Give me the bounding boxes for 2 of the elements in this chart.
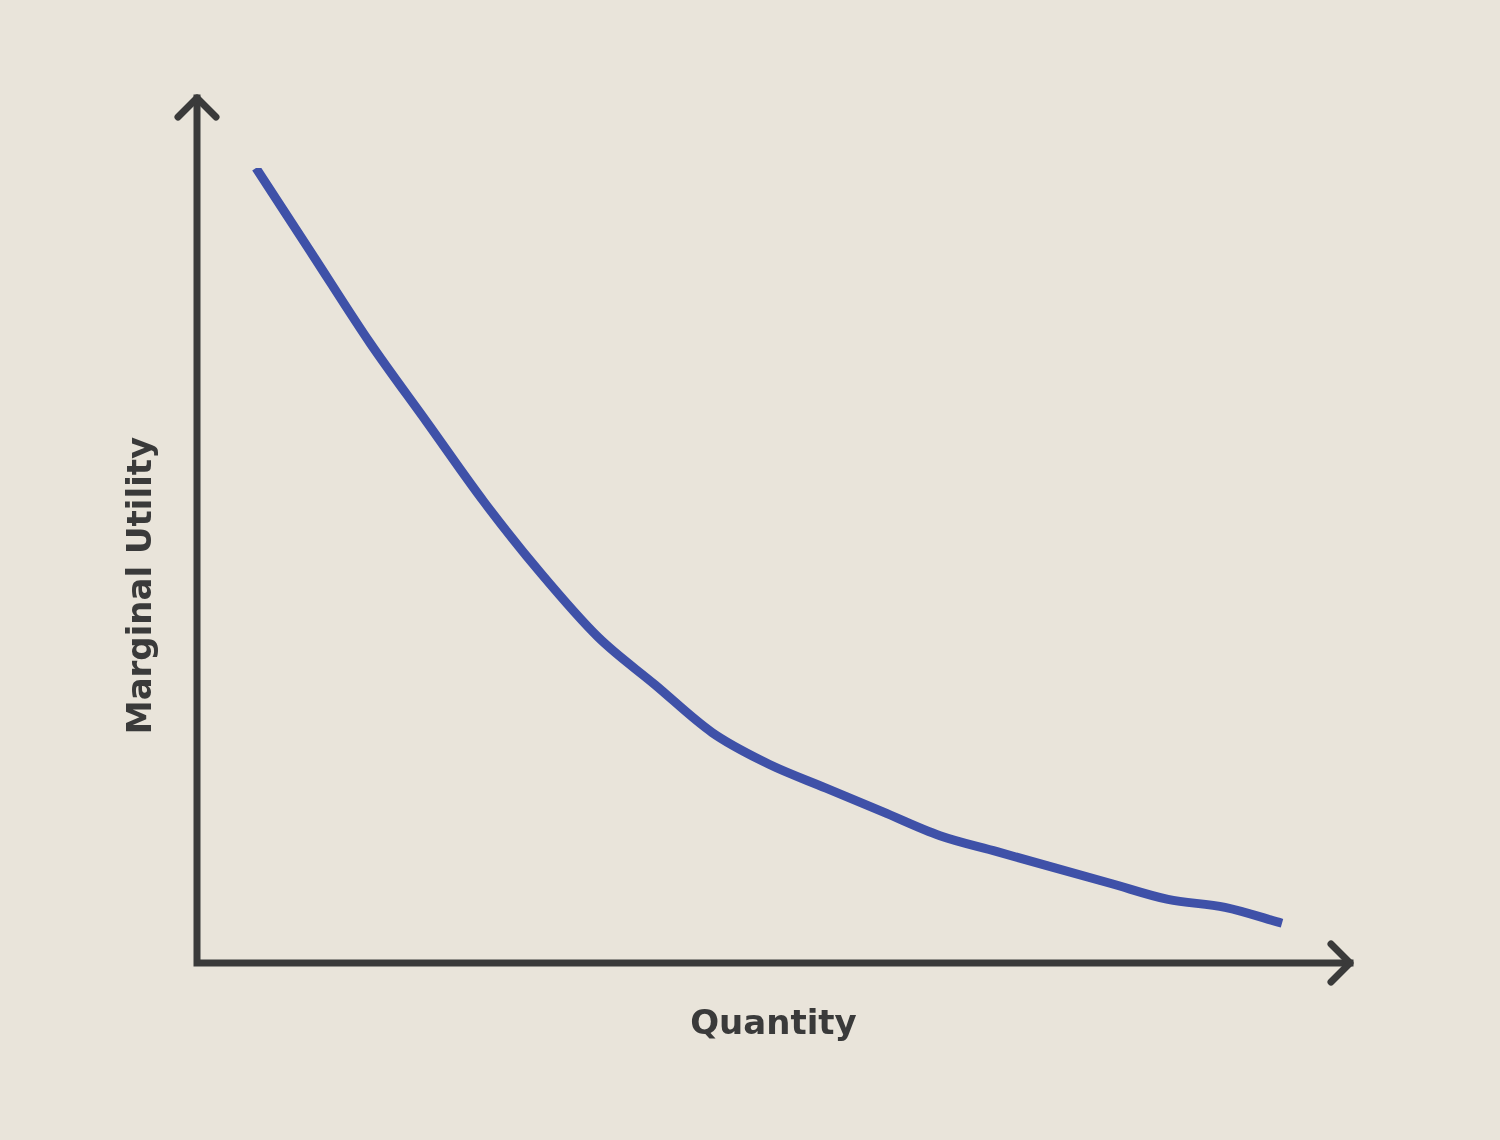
- y-axis-title: Marginal Utility: [118, 436, 159, 735]
- x-axis-title: Quantity: [690, 1001, 857, 1042]
